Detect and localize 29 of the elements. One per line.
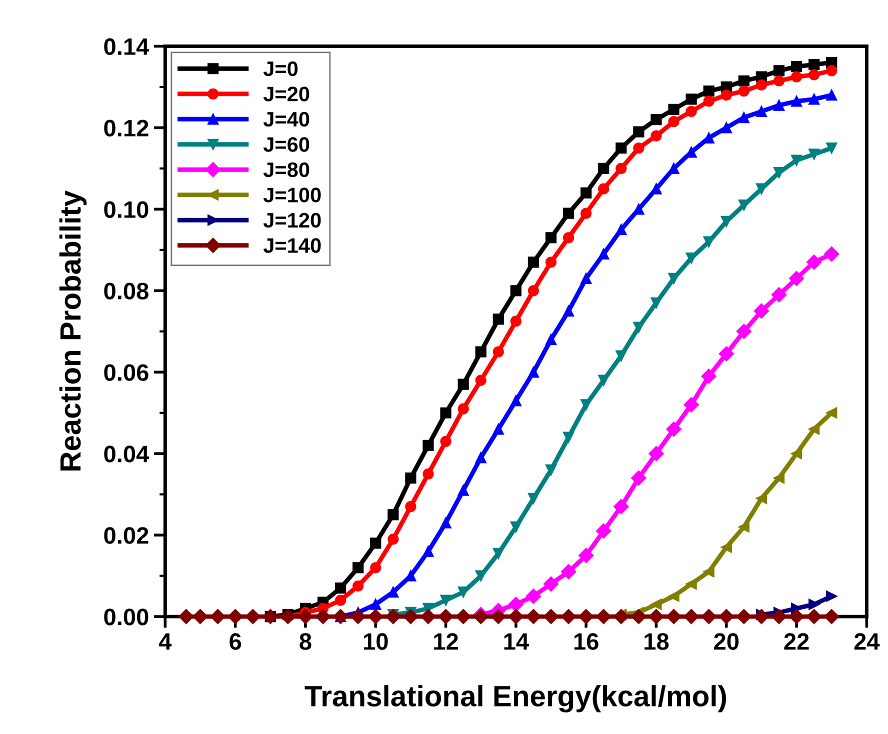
- y-tick-label: 0.14: [104, 38, 150, 56]
- y-tick-label: 0.12: [104, 120, 148, 137]
- legend-label: J=40: [263, 112, 310, 127]
- x-tick-label: 4: [158, 633, 172, 650]
- legend-label: J=120: [263, 212, 321, 228]
- x-tick-label: 18: [644, 633, 669, 650]
- x-tick-label: 16: [574, 633, 598, 650]
- legend-label: J=100: [263, 188, 321, 202]
- legend-label: J=20: [263, 86, 310, 102]
- y-tick-label: 0.00: [104, 608, 148, 626]
- legend-label: J=0: [263, 61, 298, 76]
- x-tick-label: 6: [230, 633, 242, 650]
- y-tick-label: 0.04: [104, 446, 150, 462]
- x-tick-label: 8: [300, 633, 312, 650]
- x-tick-label: 20: [714, 633, 739, 650]
- y-tick-label: 0.02: [104, 527, 148, 544]
- y-tick-label: 0.10: [104, 201, 148, 218]
- legend-label: J=60: [263, 137, 310, 152]
- x-tick-label: 10: [364, 633, 388, 650]
- y-tick-label: 0.06: [104, 364, 148, 381]
- x-tick-label: 12: [434, 633, 458, 650]
- x-tick-label: 14: [504, 633, 529, 650]
- x-axis-title: Translational Energy(kcal/mol): [304, 685, 726, 712]
- x-tick-label: 22: [784, 633, 809, 650]
- y-axis-title: Reaction Probability: [59, 190, 87, 470]
- y-tick-label: 0.08: [104, 282, 148, 300]
- legend-label: J=80: [263, 162, 310, 178]
- x-tick-label: 24: [854, 633, 880, 650]
- legend-label: J=140: [263, 238, 321, 253]
